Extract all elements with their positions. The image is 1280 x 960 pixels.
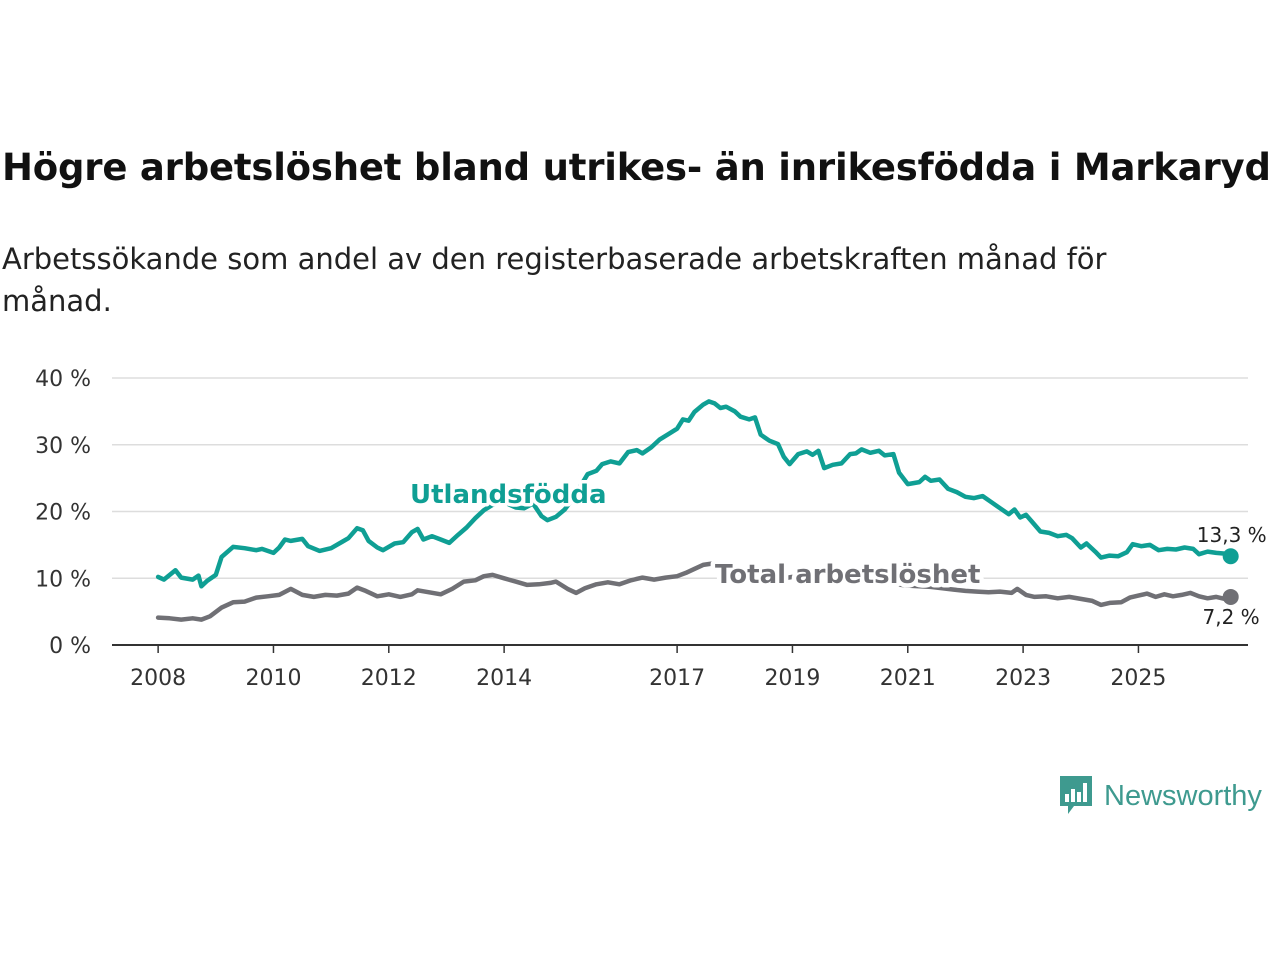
end-value-total: 7,2 % — [1203, 605, 1260, 629]
x-tick-label: 2021 — [880, 666, 936, 691]
series-label-total: Total arbetslöshet — [715, 560, 980, 590]
y-tick-label: 20 % — [35, 501, 91, 526]
line-chart: 0 % 10 % 20 % 30 % 40 % 2008 2010 2012 2014 2017… — [35, 367, 1267, 691]
series-label-utlandsfodda: Utlandsfödda — [410, 480, 607, 510]
newsworthy-logo-icon — [1058, 774, 1094, 818]
x-axis: 2008 2010 2012 2014 2017 2019 2021 2023 2025 — [112, 644, 1248, 691]
series-labels: Utlandsfödda Total arbetslöshet 13,3 % 7,2 … — [407, 477, 1267, 629]
x-tick-label: 2014 — [476, 666, 532, 691]
x-tick-label: 2012 — [361, 666, 417, 691]
end-value-utlandsfodda: 13,3 % — [1197, 523, 1267, 547]
y-tick-label: 40 % — [35, 367, 91, 392]
x-tick-label: 2025 — [1110, 666, 1166, 691]
chart-subtitle: Arbetssökande som andel av den registerb… — [2, 242, 1107, 318]
brand-logo: Newsworthy — [1058, 772, 1262, 820]
x-tick-label: 2010 — [245, 666, 301, 691]
brand-name: Newsworthy — [1104, 779, 1262, 812]
series-end-point — [1222, 588, 1239, 605]
y-tick-label: 0 % — [49, 634, 91, 659]
y-tick-label: 30 % — [35, 434, 91, 459]
y-axis-ticks: 0 % 10 % 20 % 30 % 40 % — [35, 367, 91, 659]
series-lines — [155, 399, 1239, 622]
x-tick-label: 2017 — [649, 666, 705, 691]
y-gridlines — [112, 377, 1248, 579]
series-line-utlandsfodda — [155, 399, 1233, 589]
x-tick-label: 2023 — [995, 666, 1051, 691]
x-tick-label: 2019 — [764, 666, 820, 691]
y-tick-label: 10 % — [35, 567, 91, 592]
chart-title: Högre arbetslöshet bland utrikes- än inr… — [2, 146, 1271, 189]
series-line-total — [155, 561, 1233, 622]
series-end-point — [1222, 548, 1239, 565]
x-tick-label: 2008 — [130, 666, 186, 691]
